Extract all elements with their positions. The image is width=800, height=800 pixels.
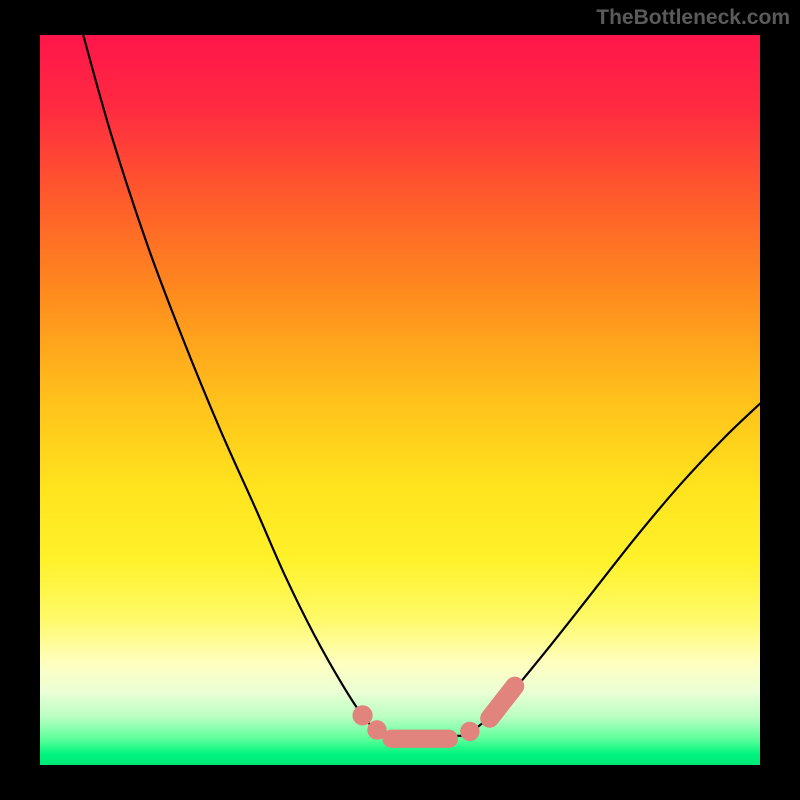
chart-overlay: [0, 0, 800, 800]
bottleneck-curve: [83, 35, 760, 736]
marker-group: [352, 673, 528, 748]
watermark-text: TheBottleneck.com: [596, 6, 790, 30]
